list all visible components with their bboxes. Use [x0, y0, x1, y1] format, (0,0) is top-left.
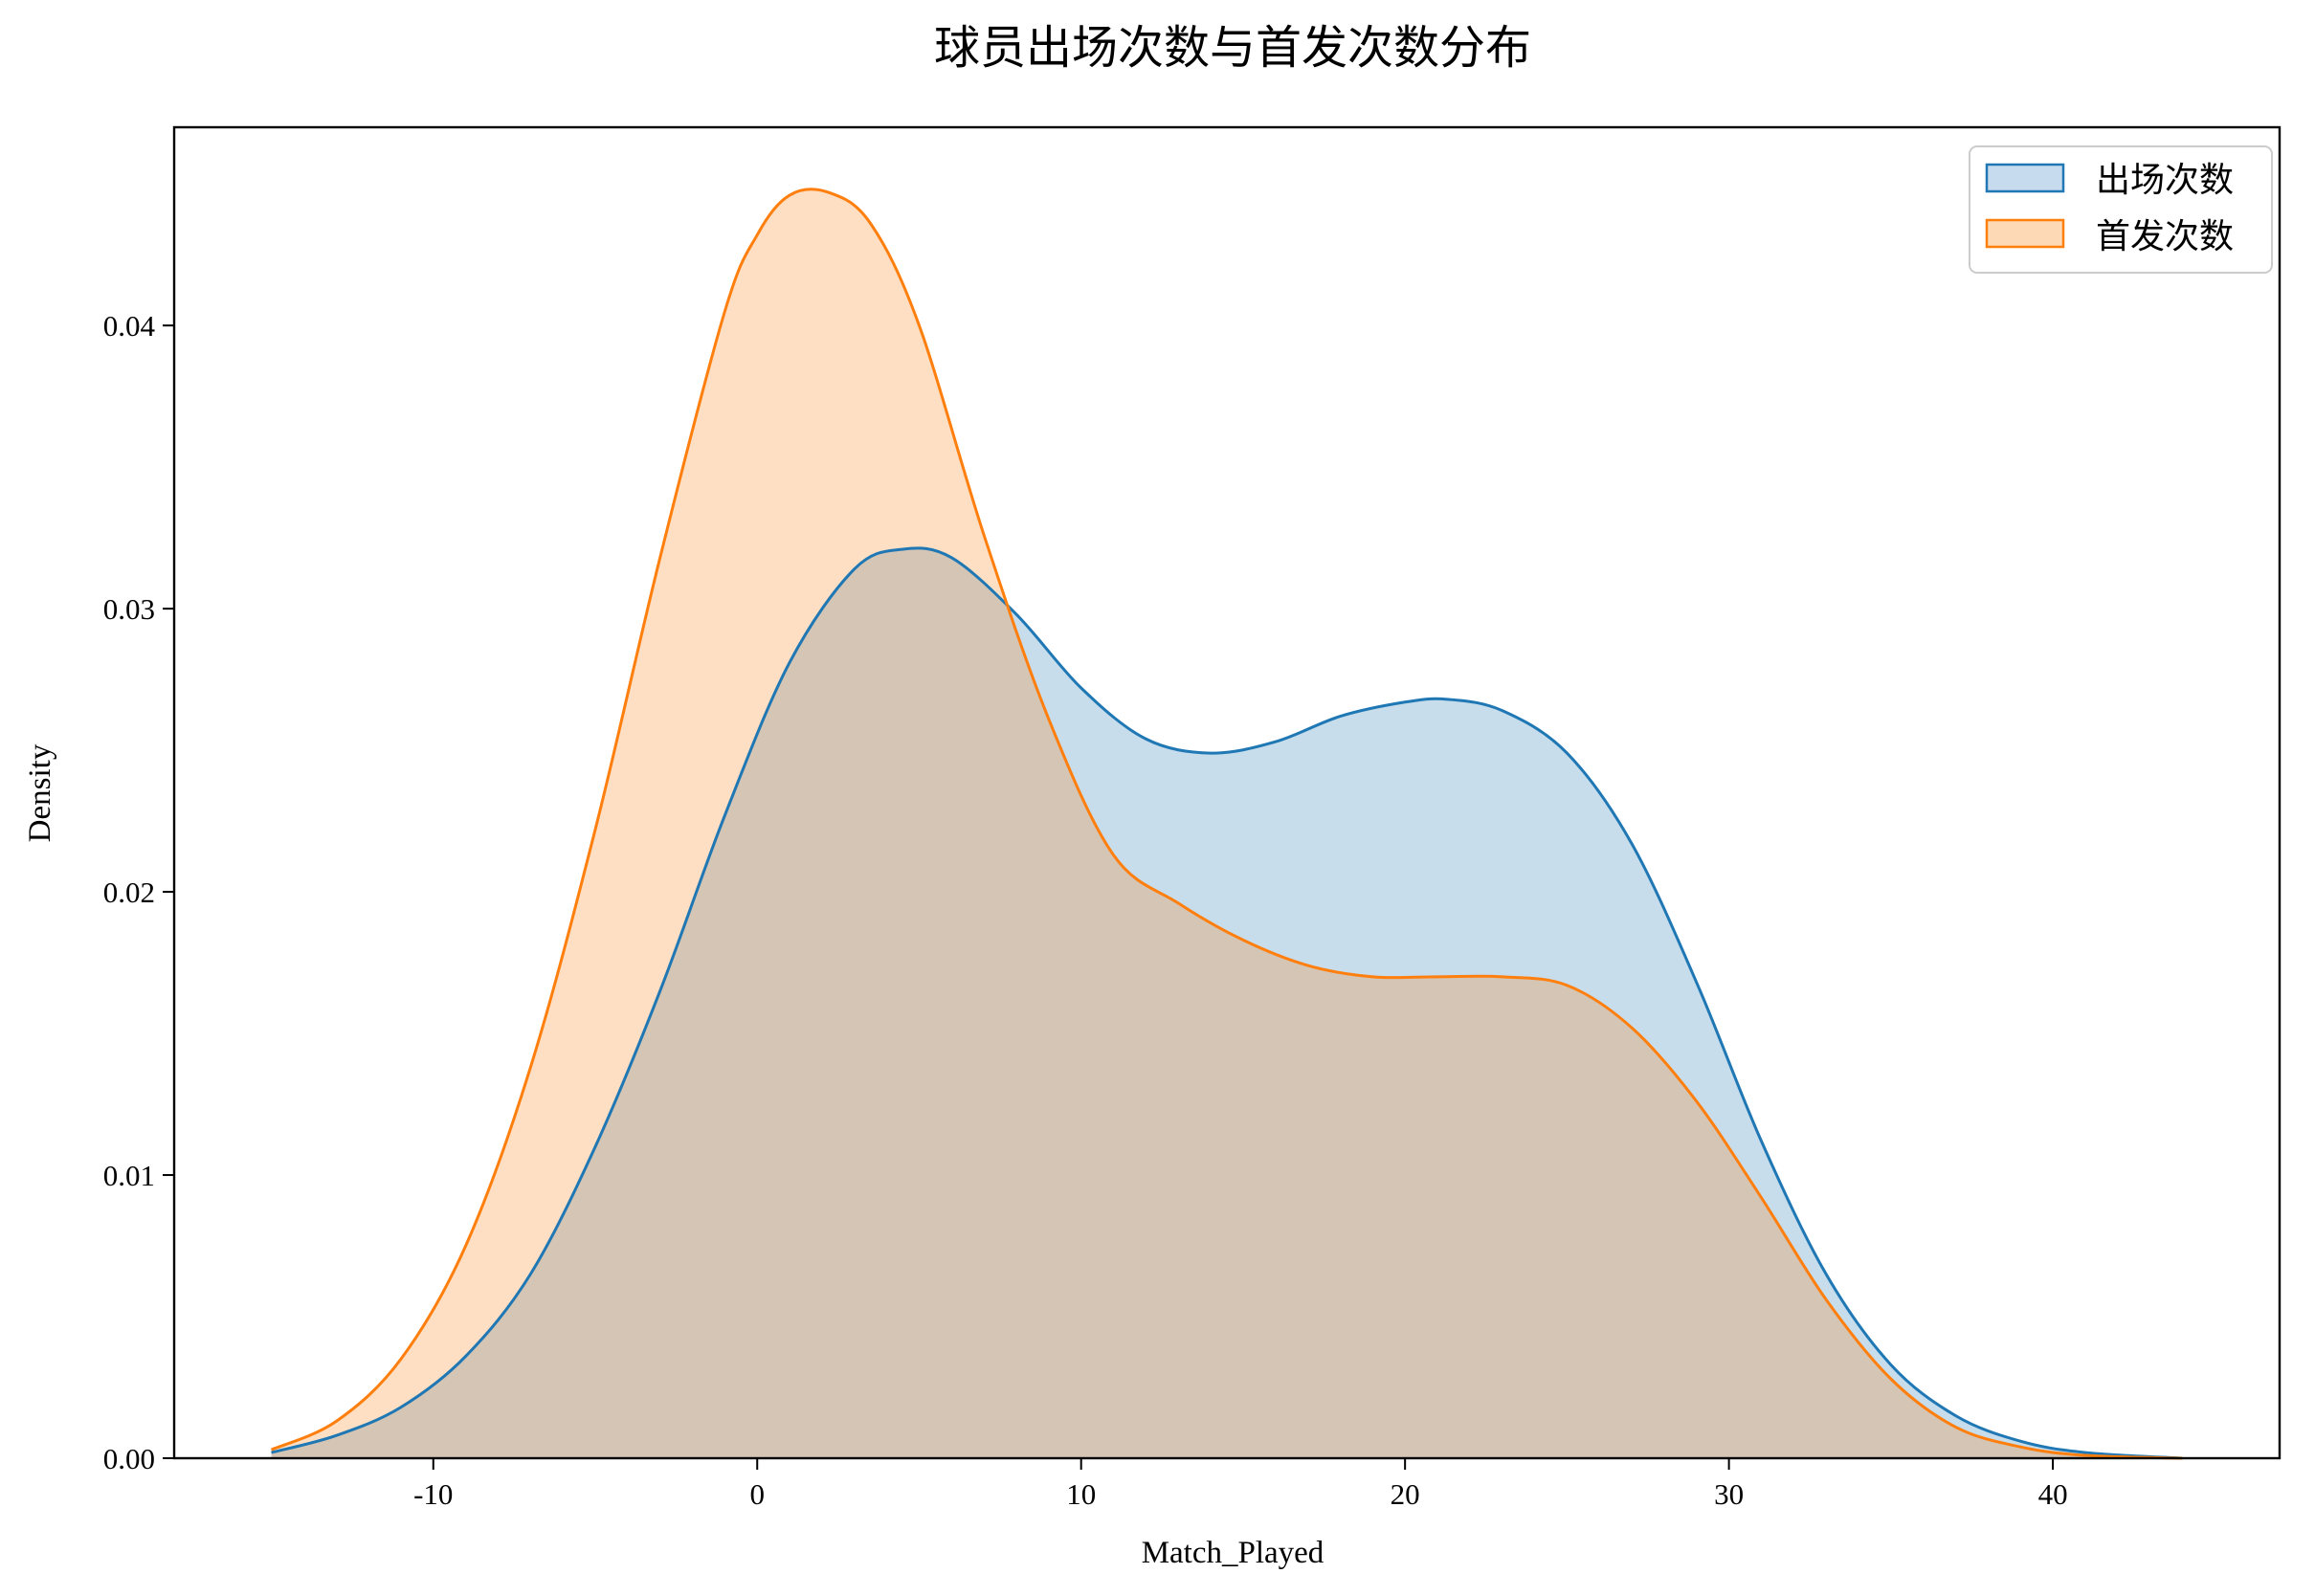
legend-label-appearances: 出场次数	[2096, 161, 2234, 200]
y-tick-label: 0.02	[103, 876, 155, 909]
legend-swatch-starts	[1985, 218, 2065, 249]
legend-label-starts: 首发次数	[2096, 217, 2234, 256]
y-tick-label: 0.00	[103, 1442, 155, 1475]
plot-lines	[270, 188, 2183, 1460]
x-tick-label: 40	[2038, 1477, 2068, 1511]
plot-frame	[172, 125, 2282, 1460]
chart-title: 球员出场次数与首发次数分布	[934, 21, 1531, 75]
x-tick-label: -10	[413, 1477, 453, 1511]
kde-starts-line	[270, 188, 2183, 1460]
legend-swatch-appearances	[1985, 163, 2065, 193]
y-tick-label: 0.03	[103, 592, 155, 626]
y-tick-label: 0.01	[103, 1159, 155, 1192]
kde-appearances-line	[271, 546, 2183, 1460]
kde-starts-fill	[271, 188, 2183, 1459]
legend: 出场次数 首发次数	[1969, 145, 2273, 274]
x-tick-label: 20	[1391, 1477, 1420, 1511]
y-axis: 0.00 0.01 0.02 0.03 0.04	[103, 309, 174, 1475]
x-axis-title: Match_Played	[1142, 1536, 1324, 1570]
x-tick-label: 0	[749, 1477, 765, 1511]
kde-appearances-fill	[271, 547, 2183, 1458]
x-tick-label: 10	[1066, 1477, 1096, 1511]
x-tick-label: 30	[1714, 1477, 1744, 1511]
plot-fills	[271, 188, 2183, 1459]
x-axis: -10 0 10 20 30 40	[413, 1458, 2068, 1511]
y-tick-label: 0.04	[103, 309, 156, 343]
y-axis-title: Density	[23, 743, 57, 842]
